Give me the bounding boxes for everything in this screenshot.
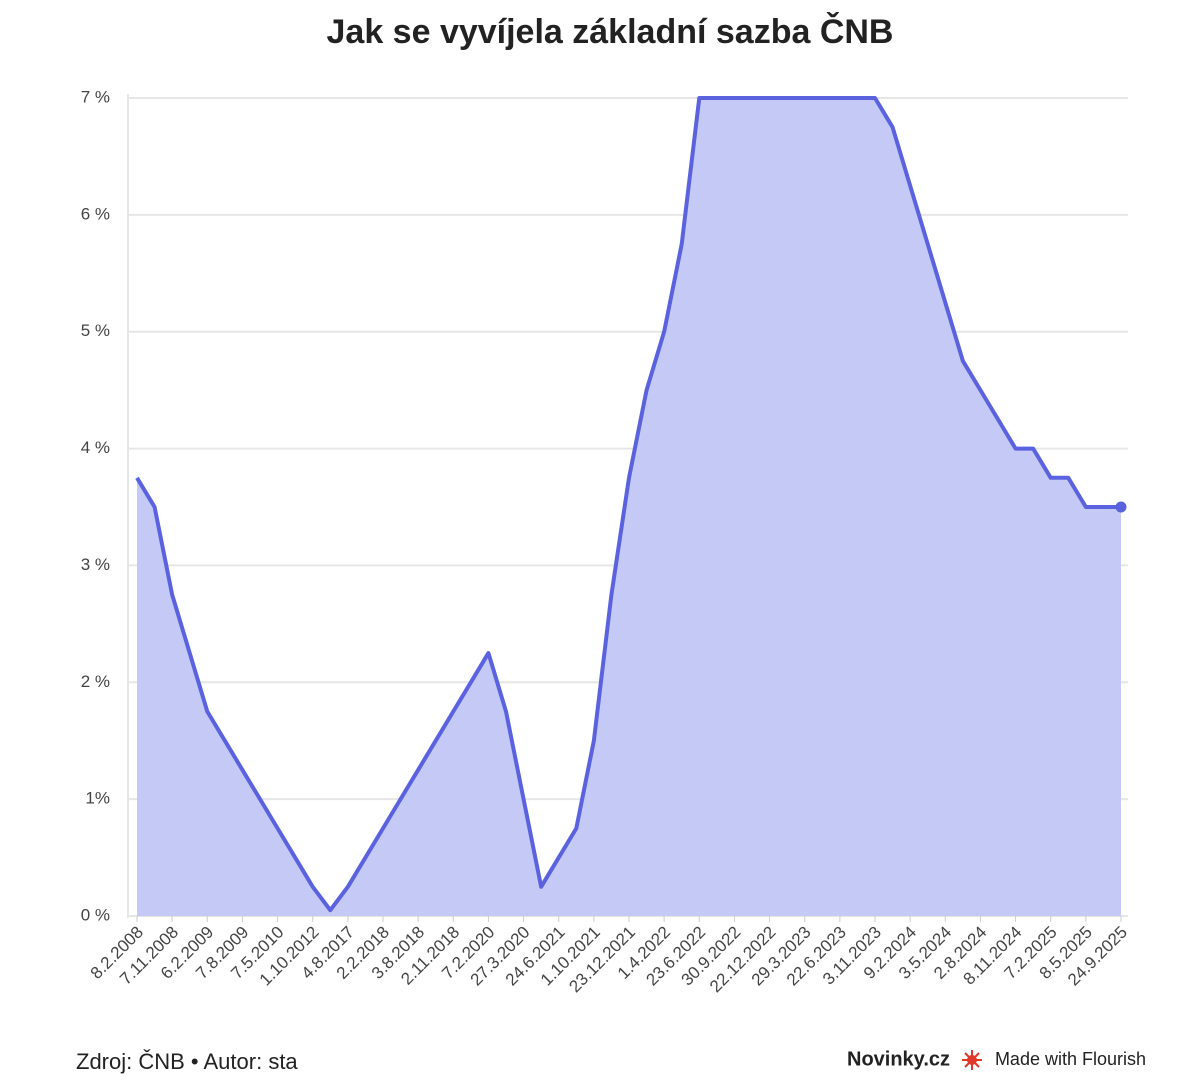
- y-tick-label: 2 %: [81, 672, 110, 691]
- area: [137, 98, 1121, 916]
- source: Zdroj: ČNB • Autor: sta: [76, 1049, 298, 1074]
- y-tick-label: 5 %: [81, 321, 110, 340]
- chart-title: Jak se vyvíjela základní sazba ČNB: [327, 12, 894, 51]
- credit[interactable]: Made with Flourish: [995, 1049, 1146, 1069]
- publisher: Novinky.cz: [847, 1048, 950, 1070]
- end-point: [1115, 501, 1127, 513]
- y-tick-label: 7 %: [81, 87, 110, 106]
- flourish-logo: [962, 1050, 982, 1070]
- y-tick-label: 3 %: [81, 555, 110, 574]
- line: [135, 96, 1121, 913]
- y-tick-label: 4 %: [81, 438, 110, 457]
- y-tick-label: 1%: [85, 789, 110, 808]
- y-tick-label: 0 %: [81, 905, 110, 924]
- y-tick-label: 6 %: [81, 204, 110, 223]
